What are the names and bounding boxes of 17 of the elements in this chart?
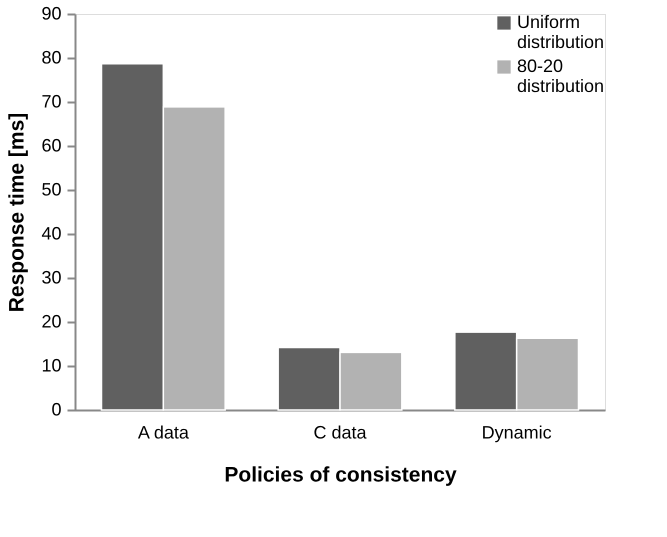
- y-tick-label: 0: [51, 400, 62, 420]
- y-tick-label: 90: [41, 4, 62, 24]
- y-tick-label: 60: [41, 136, 62, 156]
- y-tick-label: 40: [41, 224, 62, 244]
- x-tick-label: A data: [138, 422, 190, 442]
- y-tick-label: 50: [41, 180, 62, 200]
- x-tick-label: Dynamic: [482, 422, 552, 442]
- y-tick-label: 30: [41, 268, 62, 288]
- legend-label: Uniform distribution: [517, 12, 604, 52]
- y-tick-label: 70: [41, 92, 62, 112]
- legend-label: 80-20 distribution: [517, 56, 604, 96]
- y-tick-label: 20: [41, 312, 62, 332]
- y-tick-label: 10: [41, 356, 62, 376]
- y-tick-label: 80: [41, 48, 62, 68]
- x-tick-label: C data: [313, 422, 368, 442]
- x-axis-title: Policies of consistency: [224, 464, 457, 486]
- y-axis-title: Response time [ms]: [5, 112, 28, 312]
